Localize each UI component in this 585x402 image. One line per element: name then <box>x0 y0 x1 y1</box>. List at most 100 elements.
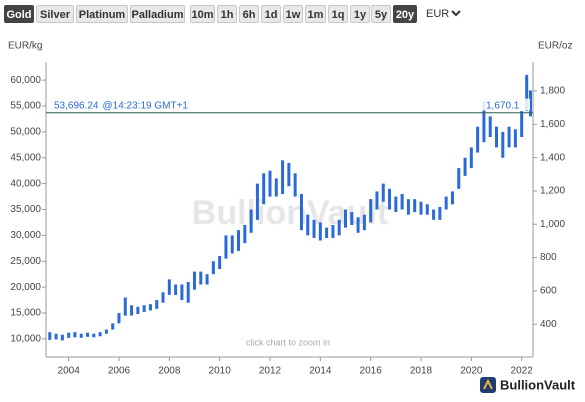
price-bar <box>501 131 505 158</box>
price-bar <box>98 332 102 337</box>
price-bar <box>469 147 473 169</box>
price-bar <box>425 204 429 215</box>
y2-tick-label: 800 <box>540 252 557 263</box>
toolbar-button[interactable]: 1y <box>350 5 370 23</box>
price-bar <box>79 333 83 338</box>
price-bar <box>457 168 461 189</box>
price-bar <box>192 271 196 290</box>
price-bar <box>525 74 529 112</box>
price-bar <box>123 297 127 316</box>
price-bar <box>463 157 467 176</box>
y2-tick-label: 1,200 <box>540 186 565 197</box>
y2-tick-label: 1,800 <box>540 86 565 97</box>
price-bar <box>413 199 417 213</box>
price-bar <box>375 191 379 210</box>
price-bar <box>211 261 215 275</box>
x-tick-label: 2012 <box>259 366 282 377</box>
price-bar <box>331 225 335 238</box>
price-bar <box>369 199 373 223</box>
price-bar <box>186 281 190 303</box>
price-bar <box>299 193 303 231</box>
price-label: 53,696.24 @14:23:19 GMT+1 <box>54 100 188 111</box>
price-bar <box>482 100 486 143</box>
toolbar-button[interactable]: 1m <box>305 5 326 23</box>
x-tick-label: 2004 <box>58 366 81 377</box>
toolbar-button[interactable]: 1h <box>217 5 237 23</box>
price-bar <box>262 173 266 205</box>
price-bar <box>337 219 341 236</box>
price-bar <box>199 271 203 285</box>
price-bar <box>312 219 316 238</box>
toolbar-button[interactable]: 20y <box>393 5 417 23</box>
hint: click chart to zoom in <box>246 337 330 347</box>
toolbar-button[interactable]: 1w <box>283 5 303 23</box>
price-oz-bg <box>482 98 530 111</box>
price-bar <box>528 90 532 117</box>
x-tick-label: 2016 <box>360 366 383 377</box>
toolbar-button[interactable]: Palladium <box>130 5 185 23</box>
price-bar <box>48 332 52 340</box>
price-bar <box>249 209 253 233</box>
logo-icon-mark <box>483 378 493 390</box>
price-bar <box>92 333 96 338</box>
price-bar <box>73 332 77 338</box>
price-bar <box>205 274 209 285</box>
toolbar-button[interactable]: 5y <box>371 5 391 23</box>
price-bar <box>356 217 360 233</box>
toolbar-button[interactable]: 1q <box>328 5 348 23</box>
y-tick-label: 60,000 <box>10 75 41 86</box>
currency-select[interactable]: EUR <box>421 5 466 23</box>
price-bar <box>513 129 517 148</box>
x-tick-label: 2008 <box>158 366 181 377</box>
toolbar-button[interactable]: Platinum <box>76 5 128 23</box>
y-tick-label: 30,000 <box>10 230 41 241</box>
price-bar <box>60 334 64 341</box>
price-bar <box>136 306 140 315</box>
toolbar-button[interactable]: Silver <box>36 5 74 23</box>
price-bar <box>438 206 442 220</box>
toolbar: EUR Gold Silver Platinum Palladium 10m 1h 6h 1d… <box>0 0 585 28</box>
price-bar <box>180 284 184 301</box>
price-bar <box>117 313 121 324</box>
y2-tick-label: 1,600 <box>540 119 565 130</box>
x-tick-label: 2018 <box>410 366 433 377</box>
logo: BullionVault <box>500 377 576 392</box>
price-bar <box>111 323 115 330</box>
price-bar <box>444 196 448 210</box>
price-bar <box>86 332 90 337</box>
toolbar-button[interactable]: 10m <box>190 5 215 23</box>
toolbar-button[interactable]: 1d <box>261 5 281 23</box>
price-bar <box>450 191 454 205</box>
price-bar <box>325 227 329 238</box>
price-bar <box>243 225 247 244</box>
price-bar <box>224 235 228 259</box>
x-tick-label: 2014 <box>309 366 332 377</box>
toolbar-button[interactable]: 6h <box>239 5 259 23</box>
x-tick-label: 2006 <box>108 366 131 377</box>
y-tick-label: 15,000 <box>10 308 41 319</box>
price-bar <box>281 160 285 194</box>
price-bar <box>507 126 511 148</box>
price-bar <box>406 199 410 215</box>
price-bar <box>400 193 404 210</box>
price-bar <box>268 170 272 197</box>
y-tick-label: 50,000 <box>10 127 41 138</box>
x-tick-label: 2022 <box>511 366 534 377</box>
price-bar <box>388 188 392 210</box>
price-bar <box>148 304 152 311</box>
price-bar <box>432 209 436 220</box>
y-tick-label: 20,000 <box>10 282 41 293</box>
toolbar-button[interactable]: Gold <box>4 5 34 23</box>
price-bar <box>104 329 108 334</box>
price-bar <box>495 126 499 148</box>
y2-tick-label: 1,400 <box>540 152 565 163</box>
price-bar <box>130 305 134 316</box>
price-bar <box>255 183 259 220</box>
y2-axis-title: EUR/oz <box>538 41 572 52</box>
price-bar <box>218 256 222 270</box>
price-bar <box>520 111 524 138</box>
price-bar <box>343 209 347 228</box>
price-bar <box>318 222 322 241</box>
